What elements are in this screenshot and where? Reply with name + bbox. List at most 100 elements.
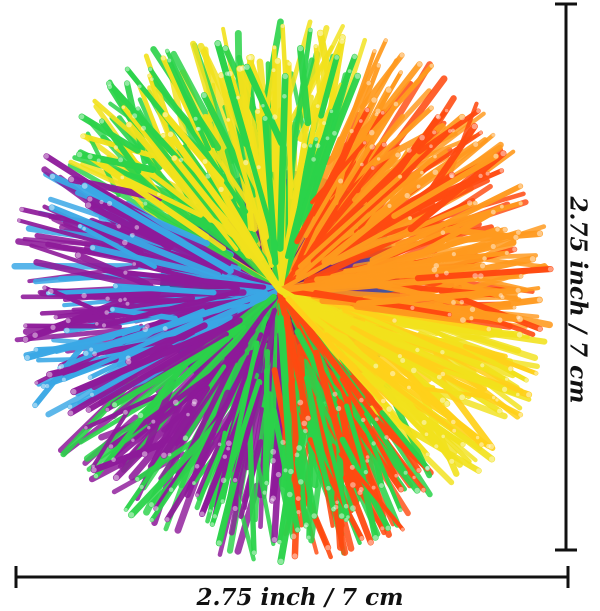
ball-strand-tip bbox=[479, 442, 484, 447]
ball-strand-tip bbox=[109, 444, 114, 449]
ball-strand-tip bbox=[179, 158, 183, 162]
ball-strand-tip bbox=[125, 81, 130, 86]
ball-strand-tip bbox=[359, 398, 364, 403]
ball-strand-tip bbox=[46, 291, 50, 295]
ball-strand-tip bbox=[441, 435, 445, 439]
ball-strand-tip bbox=[78, 224, 82, 228]
ball-strand-tip bbox=[195, 464, 200, 469]
ball-strand-tip bbox=[165, 517, 170, 522]
ball-strand-tip bbox=[360, 163, 364, 167]
ball-strand-tip bbox=[381, 111, 385, 115]
ball-strand-tip bbox=[408, 216, 412, 220]
ball-strand-tip bbox=[309, 144, 313, 148]
ball-strand-tip bbox=[104, 310, 109, 315]
ball-strand-tip bbox=[122, 240, 128, 246]
ball-strand-tip bbox=[110, 307, 115, 312]
ball-strand-tip bbox=[295, 453, 300, 458]
ball-strand-tip bbox=[429, 144, 433, 148]
ball-strand-tip bbox=[433, 155, 437, 159]
ball-strand-tip bbox=[97, 159, 101, 163]
ball-strand-tip bbox=[311, 157, 316, 162]
ball-strand-tip bbox=[400, 53, 405, 58]
ball-strand-tip bbox=[161, 56, 166, 61]
ball-strand-tip bbox=[377, 157, 380, 160]
ball-strand-tip bbox=[272, 46, 276, 50]
ball-strand-tip bbox=[219, 73, 224, 78]
ball-strand-tip bbox=[422, 420, 427, 425]
ball-strand-tip bbox=[165, 49, 169, 53]
ball-strand-tip bbox=[138, 413, 143, 418]
ball-strand-tip bbox=[326, 136, 330, 140]
ball-strand-tip bbox=[534, 371, 538, 375]
ball-strand-tip bbox=[208, 509, 211, 512]
ball-strand-tip bbox=[372, 441, 376, 445]
ball-strand-tip bbox=[512, 247, 517, 252]
ball-strand-tip bbox=[41, 384, 46, 389]
ball-strand-tip bbox=[386, 526, 391, 531]
ball-strand-tip bbox=[373, 50, 376, 53]
ball-strand-tip bbox=[223, 46, 228, 51]
ball-strand-tip bbox=[223, 455, 227, 459]
ball-strand-tip bbox=[379, 483, 384, 488]
ball-strand-tip bbox=[500, 205, 504, 209]
ball-strand-tip bbox=[417, 185, 421, 189]
ball-strand-tip bbox=[233, 478, 237, 482]
ball-strand-tip bbox=[436, 115, 440, 119]
ball-strand-tip bbox=[394, 102, 399, 107]
ball-strand-tip bbox=[390, 371, 395, 376]
ball-strand-tip bbox=[157, 193, 160, 196]
ball-strand-tip bbox=[148, 74, 151, 77]
ball-strand-tip bbox=[186, 413, 190, 417]
ball-strand-tip bbox=[399, 71, 403, 75]
stringy-ball-photo bbox=[15, 22, 553, 565]
ball-strand-tip bbox=[161, 134, 165, 138]
ball-strand-tip bbox=[526, 392, 531, 397]
ball-strand-tip bbox=[435, 274, 439, 278]
ball-strand-tip bbox=[142, 451, 148, 457]
ball-strand-tip bbox=[147, 426, 150, 429]
ball-strand-tip bbox=[479, 131, 482, 134]
ball-strand-tip bbox=[452, 252, 456, 256]
ball-strand-tip bbox=[303, 429, 308, 434]
ball-strand-tip bbox=[359, 119, 363, 123]
ball-strand-tip bbox=[298, 479, 303, 484]
ball-strand-tip bbox=[276, 472, 281, 477]
ball-strand-tip bbox=[194, 117, 198, 121]
ball-strand-tip bbox=[380, 526, 384, 530]
ball-strand-tip bbox=[386, 87, 392, 93]
ball-strand-tip bbox=[272, 537, 277, 542]
ball-strand-tip bbox=[489, 456, 495, 462]
ball-strand-tip bbox=[49, 205, 54, 210]
ball-strand-tip bbox=[200, 512, 205, 517]
ball-strand-tip bbox=[149, 502, 154, 507]
ball-strand-tip bbox=[132, 262, 136, 266]
ball-strand-tip bbox=[99, 200, 103, 204]
ball-strand-tip bbox=[304, 525, 308, 529]
ball-strand-tip bbox=[243, 160, 248, 165]
ball-strand-tip bbox=[486, 444, 490, 448]
ball-strand-tip bbox=[292, 553, 297, 558]
ball-strand-tip bbox=[473, 142, 478, 147]
ball-strand-tip bbox=[513, 306, 516, 309]
width-dimension-label: 2.75 inch / 7 cm bbox=[0, 586, 600, 609]
ball-strand-tip bbox=[359, 487, 364, 492]
ball-strand-tip bbox=[348, 69, 352, 73]
ball-strand-tip bbox=[440, 398, 445, 403]
ball-strand-tip bbox=[322, 121, 326, 125]
ball-strand-tip bbox=[58, 366, 62, 370]
ball-strand-tip bbox=[255, 109, 260, 114]
ball-strand-tip bbox=[459, 114, 465, 120]
ball-strand-tip bbox=[90, 393, 94, 397]
ball-strand-tip bbox=[50, 174, 55, 179]
ball-strand-tip bbox=[432, 130, 436, 134]
ball-strand-tip bbox=[369, 130, 375, 136]
ball-strand-tip bbox=[335, 501, 339, 505]
ball-strand-tip bbox=[85, 202, 91, 208]
ball-strand-tip bbox=[395, 153, 400, 158]
ball-strand-tip bbox=[437, 375, 442, 380]
ball-strand-tip bbox=[47, 372, 53, 378]
ball-strand-tip bbox=[135, 225, 140, 230]
ball-strand-tip bbox=[366, 81, 371, 86]
ball-strand-tip bbox=[459, 394, 465, 400]
ball-strand-tip bbox=[86, 407, 91, 412]
